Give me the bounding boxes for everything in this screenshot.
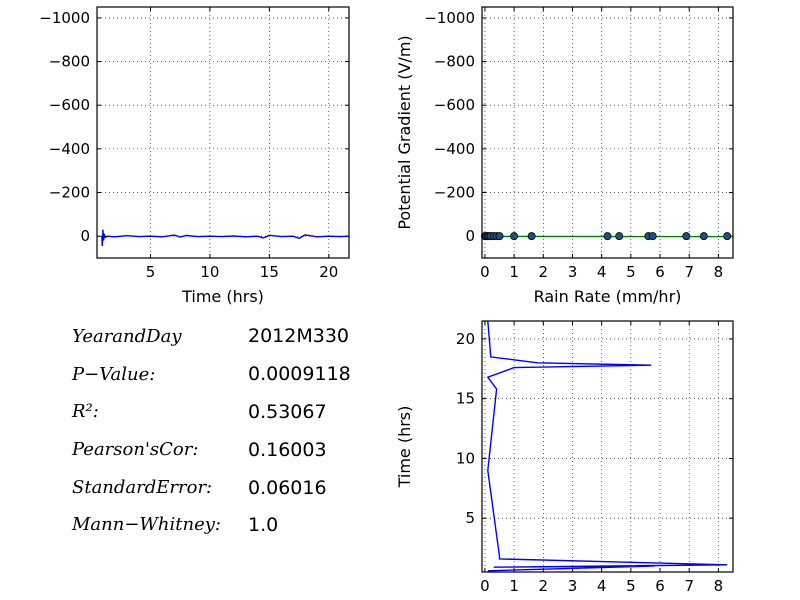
plot-area (486, 321, 728, 572)
tick-label-x: 2 (539, 263, 549, 281)
tick-label-y: −800 (434, 53, 475, 71)
tick-label-y: 0 (80, 227, 90, 245)
tick-label-x: 0 (480, 577, 490, 595)
chart-1: 5 10 15 20 −1000 −800 −600 −400 −200 0 Time (hrs) (39, 6, 350, 306)
data-point (682, 232, 691, 241)
tick-label-y: −400 (434, 140, 475, 158)
data-point (699, 232, 708, 241)
tick-label-x: 0 (480, 263, 490, 281)
tick-label-x: 3 (568, 263, 578, 281)
plot-frame (481, 6, 734, 259)
tick-label-x: 2 (539, 577, 549, 595)
plot-area (101, 229, 349, 247)
x-axis-label: Rain Rate (mm/hr) (534, 287, 682, 306)
tick-label-y: −200 (434, 184, 475, 202)
chart-3: 0 1 2 3 4 5 6 7 8 5 10 15 20 Time (hrs) (395, 320, 734, 595)
y-axis-label: Potential Gradient (V/m) (395, 35, 414, 229)
data-point (648, 232, 657, 241)
tick-label-y: 15 (456, 390, 475, 408)
tick-label-x: 6 (655, 577, 665, 595)
tick-label-x: 6 (655, 263, 665, 281)
tick-label-x: 3 (568, 577, 578, 595)
tick-label-y: −600 (434, 96, 475, 114)
tick-label-x: 20 (319, 263, 338, 281)
tick-label-y: 5 (465, 509, 475, 527)
tick-label-y: −400 (49, 140, 90, 158)
x-axis-label: Time (hrs) (181, 287, 264, 306)
data-point (615, 232, 624, 241)
tick-label-x: 1 (509, 263, 519, 281)
tick-label-y: −1000 (424, 9, 475, 27)
tick-label-x: 5 (626, 263, 636, 281)
tick-label-y: 20 (456, 330, 475, 348)
series-line-1 (486, 321, 728, 572)
tick-label-x: 4 (597, 577, 607, 595)
tick-label-x: 8 (714, 263, 724, 281)
tick-label-x: 15 (260, 263, 279, 281)
tick-label-x: 1 (509, 577, 519, 595)
tick-label-x: 8 (714, 577, 724, 595)
tick-label-x: 5 (146, 263, 156, 281)
tick-label-y: −800 (49, 53, 90, 71)
series-line-1 (101, 229, 349, 247)
data-point (495, 232, 504, 241)
tick-label-y: −200 (49, 184, 90, 202)
plot-frame (481, 320, 734, 573)
tick-label-y: −600 (49, 96, 90, 114)
tick-label-x: 5 (626, 577, 636, 595)
data-point (723, 232, 732, 241)
y-axis-label: Time (hrs) (395, 406, 414, 489)
tick-label-x: 7 (684, 577, 694, 595)
data-point (527, 232, 536, 241)
data-point (603, 232, 612, 241)
plot-frame (96, 6, 350, 259)
tick-label-y: −1000 (39, 9, 90, 27)
tick-label-y: 0 (465, 227, 475, 245)
tick-label-x: 4 (597, 263, 607, 281)
tick-label-x: 7 (684, 263, 694, 281)
tick-label-y: 10 (456, 449, 475, 467)
data-point (510, 232, 519, 241)
tick-label-x: 10 (200, 263, 219, 281)
chart-2: 0 1 2 3 4 5 6 7 8 −1000 −800 −600 −400 −200 0 Rain Rate… (395, 6, 734, 306)
